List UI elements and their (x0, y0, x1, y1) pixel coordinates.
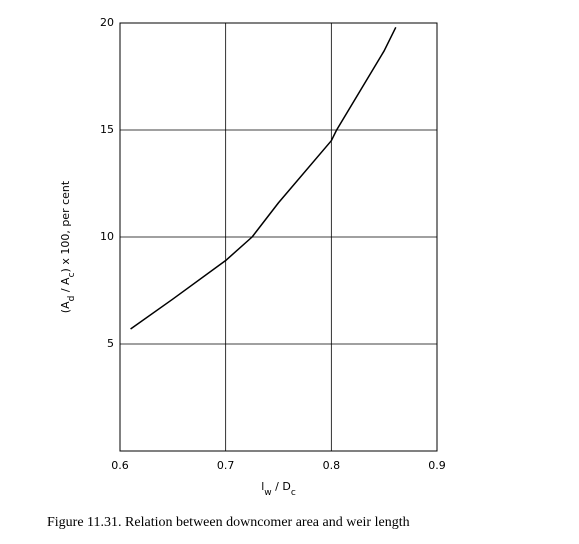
label-subscript: c (67, 272, 77, 277)
y-axis-label: (Ad / Ac) x 100, per cent (59, 180, 77, 313)
x-tick-label: 0.7 (217, 459, 235, 472)
x-axis-label: lw / Dc (261, 480, 296, 498)
x-tick-label: 0.9 (428, 459, 446, 472)
label-part: / D (272, 480, 291, 493)
label-part: l (261, 480, 264, 493)
y-tick-label: 5 (107, 337, 114, 350)
label-subscript: c (291, 488, 296, 498)
label-subscript: w (264, 488, 271, 498)
label-subscript: d (67, 296, 77, 302)
y-tick-label: 20 (100, 16, 114, 29)
x-tick-label: 0.8 (323, 459, 341, 472)
y-tick-label: 10 (100, 230, 114, 243)
label-part: (A (59, 301, 72, 313)
label-part: ) x 100, per cent (59, 180, 72, 272)
data-line (130, 26, 397, 330)
caption: Figure 11.31. Relation between downcomer… (47, 515, 410, 530)
label-part: / A (59, 277, 72, 296)
y-tick-label: 15 (100, 123, 114, 136)
x-tick-label: 0.6 (111, 459, 129, 472)
